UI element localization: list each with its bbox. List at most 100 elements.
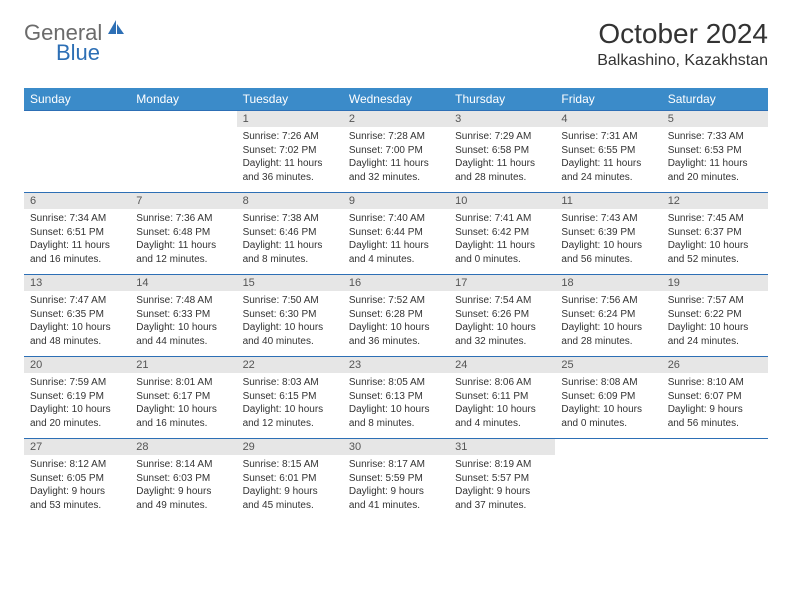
calendar-table: SundayMondayTuesdayWednesdayThursdayFrid… xyxy=(24,88,768,520)
daylight-text: Daylight: 10 hours and 56 minutes. xyxy=(561,239,655,266)
calendar-cell: 27Sunrise: 8:12 AMSunset: 6:05 PMDayligh… xyxy=(24,439,130,521)
calendar-cell: 13Sunrise: 7:47 AMSunset: 6:35 PMDayligh… xyxy=(24,275,130,357)
sunset-text: Sunset: 6:17 PM xyxy=(136,390,230,404)
daylight-text: Daylight: 11 hours and 16 minutes. xyxy=(30,239,124,266)
daylight-text: Daylight: 10 hours and 36 minutes. xyxy=(349,321,443,348)
sunrise-text: Sunrise: 8:14 AM xyxy=(136,458,230,472)
calendar-week-row: 6Sunrise: 7:34 AMSunset: 6:51 PMDaylight… xyxy=(24,193,768,275)
sunrise-text: Sunrise: 7:28 AM xyxy=(349,130,443,144)
calendar-cell: 31Sunrise: 8:19 AMSunset: 5:57 PMDayligh… xyxy=(449,439,555,521)
day-body: Sunrise: 7:47 AMSunset: 6:35 PMDaylight:… xyxy=(24,291,130,356)
calendar-week-row: 1Sunrise: 7:26 AMSunset: 7:02 PMDaylight… xyxy=(24,111,768,193)
sunrise-text: Sunrise: 7:40 AM xyxy=(349,212,443,226)
month-title: October 2024 xyxy=(597,18,768,50)
sunrise-text: Sunrise: 8:06 AM xyxy=(455,376,549,390)
day-number: 25 xyxy=(555,357,661,373)
sunrise-text: Sunrise: 7:31 AM xyxy=(561,130,655,144)
day-number: 30 xyxy=(343,439,449,455)
sunset-text: Sunset: 7:02 PM xyxy=(243,144,337,158)
sunrise-text: Sunrise: 7:52 AM xyxy=(349,294,443,308)
sunset-text: Sunset: 6:22 PM xyxy=(668,308,762,322)
sunset-text: Sunset: 6:15 PM xyxy=(243,390,337,404)
logo-text-blue: Blue xyxy=(56,40,100,65)
sunrise-text: Sunrise: 8:05 AM xyxy=(349,376,443,390)
calendar-cell: 26Sunrise: 8:10 AMSunset: 6:07 PMDayligh… xyxy=(662,357,768,439)
sunset-text: Sunset: 6:42 PM xyxy=(455,226,549,240)
daylight-text: Daylight: 10 hours and 16 minutes. xyxy=(136,403,230,430)
daylight-text: Daylight: 11 hours and 20 minutes. xyxy=(668,157,762,184)
day-number: 16 xyxy=(343,275,449,291)
calendar-cell: 12Sunrise: 7:45 AMSunset: 6:37 PMDayligh… xyxy=(662,193,768,275)
sunset-text: Sunset: 6:53 PM xyxy=(668,144,762,158)
day-body: Sunrise: 7:59 AMSunset: 6:19 PMDaylight:… xyxy=(24,373,130,438)
sunrise-text: Sunrise: 7:56 AM xyxy=(561,294,655,308)
day-number: 9 xyxy=(343,193,449,209)
day-number: 3 xyxy=(449,111,555,127)
sunrise-text: Sunrise: 8:01 AM xyxy=(136,376,230,390)
day-body: Sunrise: 7:36 AMSunset: 6:48 PMDaylight:… xyxy=(130,209,236,274)
day-number: 27 xyxy=(24,439,130,455)
day-body: Sunrise: 7:52 AMSunset: 6:28 PMDaylight:… xyxy=(343,291,449,356)
daylight-text: Daylight: 11 hours and 32 minutes. xyxy=(349,157,443,184)
calendar-cell: 2Sunrise: 7:28 AMSunset: 7:00 PMDaylight… xyxy=(343,111,449,193)
day-body: Sunrise: 8:19 AMSunset: 5:57 PMDaylight:… xyxy=(449,455,555,520)
calendar-cell: 14Sunrise: 7:48 AMSunset: 6:33 PMDayligh… xyxy=(130,275,236,357)
day-number: 17 xyxy=(449,275,555,291)
calendar-cell: 4Sunrise: 7:31 AMSunset: 6:55 PMDaylight… xyxy=(555,111,661,193)
daylight-text: Daylight: 10 hours and 52 minutes. xyxy=(668,239,762,266)
weekday-header: Saturday xyxy=(662,88,768,111)
daylight-text: Daylight: 10 hours and 44 minutes. xyxy=(136,321,230,348)
sunset-text: Sunset: 6:09 PM xyxy=(561,390,655,404)
sunset-text: Sunset: 6:01 PM xyxy=(243,472,337,486)
calendar-cell: 10Sunrise: 7:41 AMSunset: 6:42 PMDayligh… xyxy=(449,193,555,275)
daylight-text: Daylight: 9 hours and 41 minutes. xyxy=(349,485,443,512)
day-body: Sunrise: 8:03 AMSunset: 6:15 PMDaylight:… xyxy=(237,373,343,438)
calendar-cell: 16Sunrise: 7:52 AMSunset: 6:28 PMDayligh… xyxy=(343,275,449,357)
sunrise-text: Sunrise: 7:26 AM xyxy=(243,130,337,144)
sunrise-text: Sunrise: 8:03 AM xyxy=(243,376,337,390)
calendar-cell: 23Sunrise: 8:05 AMSunset: 6:13 PMDayligh… xyxy=(343,357,449,439)
sunset-text: Sunset: 6:30 PM xyxy=(243,308,337,322)
day-number: 24 xyxy=(449,357,555,373)
logo-blue-wrap: Blue xyxy=(56,40,100,66)
day-body: Sunrise: 8:12 AMSunset: 6:05 PMDaylight:… xyxy=(24,455,130,520)
sunrise-text: Sunrise: 7:47 AM xyxy=(30,294,124,308)
calendar-cell: 5Sunrise: 7:33 AMSunset: 6:53 PMDaylight… xyxy=(662,111,768,193)
day-number: 29 xyxy=(237,439,343,455)
day-number: 18 xyxy=(555,275,661,291)
weekday-header: Sunday xyxy=(24,88,130,111)
location: Balkashino, Kazakhstan xyxy=(597,52,768,70)
sunrise-text: Sunrise: 7:48 AM xyxy=(136,294,230,308)
sunrise-text: Sunrise: 7:36 AM xyxy=(136,212,230,226)
sunset-text: Sunset: 6:13 PM xyxy=(349,390,443,404)
calendar-cell: 28Sunrise: 8:14 AMSunset: 6:03 PMDayligh… xyxy=(130,439,236,521)
day-body: Sunrise: 7:41 AMSunset: 6:42 PMDaylight:… xyxy=(449,209,555,274)
sunrise-text: Sunrise: 7:34 AM xyxy=(30,212,124,226)
logo-sail-icon xyxy=(106,18,126,41)
day-body: Sunrise: 8:15 AMSunset: 6:01 PMDaylight:… xyxy=(237,455,343,520)
day-number: 6 xyxy=(24,193,130,209)
sunrise-text: Sunrise: 7:59 AM xyxy=(30,376,124,390)
calendar-cell: 30Sunrise: 8:17 AMSunset: 5:59 PMDayligh… xyxy=(343,439,449,521)
calendar-week-row: 27Sunrise: 8:12 AMSunset: 6:05 PMDayligh… xyxy=(24,439,768,521)
title-block: October 2024 Balkashino, Kazakhstan xyxy=(597,18,768,70)
day-body: Sunrise: 7:31 AMSunset: 6:55 PMDaylight:… xyxy=(555,127,661,192)
calendar-cell: 18Sunrise: 7:56 AMSunset: 6:24 PMDayligh… xyxy=(555,275,661,357)
daylight-text: Daylight: 10 hours and 8 minutes. xyxy=(349,403,443,430)
daylight-text: Daylight: 9 hours and 37 minutes. xyxy=(455,485,549,512)
day-number: 7 xyxy=(130,193,236,209)
sunrise-text: Sunrise: 7:29 AM xyxy=(455,130,549,144)
daylight-text: Daylight: 11 hours and 24 minutes. xyxy=(561,157,655,184)
calendar-cell: 7Sunrise: 7:36 AMSunset: 6:48 PMDaylight… xyxy=(130,193,236,275)
sunset-text: Sunset: 6:58 PM xyxy=(455,144,549,158)
day-body: Sunrise: 8:14 AMSunset: 6:03 PMDaylight:… xyxy=(130,455,236,520)
calendar-body: 1Sunrise: 7:26 AMSunset: 7:02 PMDaylight… xyxy=(24,111,768,521)
day-number: 4 xyxy=(555,111,661,127)
day-number: 31 xyxy=(449,439,555,455)
weekday-header: Thursday xyxy=(449,88,555,111)
day-number: 19 xyxy=(662,275,768,291)
sunrise-text: Sunrise: 7:54 AM xyxy=(455,294,549,308)
calendar-cell: 1Sunrise: 7:26 AMSunset: 7:02 PMDaylight… xyxy=(237,111,343,193)
weekday-header: Monday xyxy=(130,88,236,111)
sunset-text: Sunset: 6:11 PM xyxy=(455,390,549,404)
